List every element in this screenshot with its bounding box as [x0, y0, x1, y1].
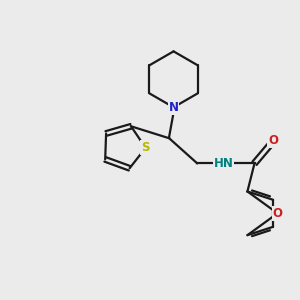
Text: S: S [141, 141, 150, 154]
Text: O: O [272, 207, 283, 220]
Text: HN: HN [214, 157, 233, 170]
Text: O: O [268, 134, 278, 147]
Text: N: N [169, 101, 178, 114]
